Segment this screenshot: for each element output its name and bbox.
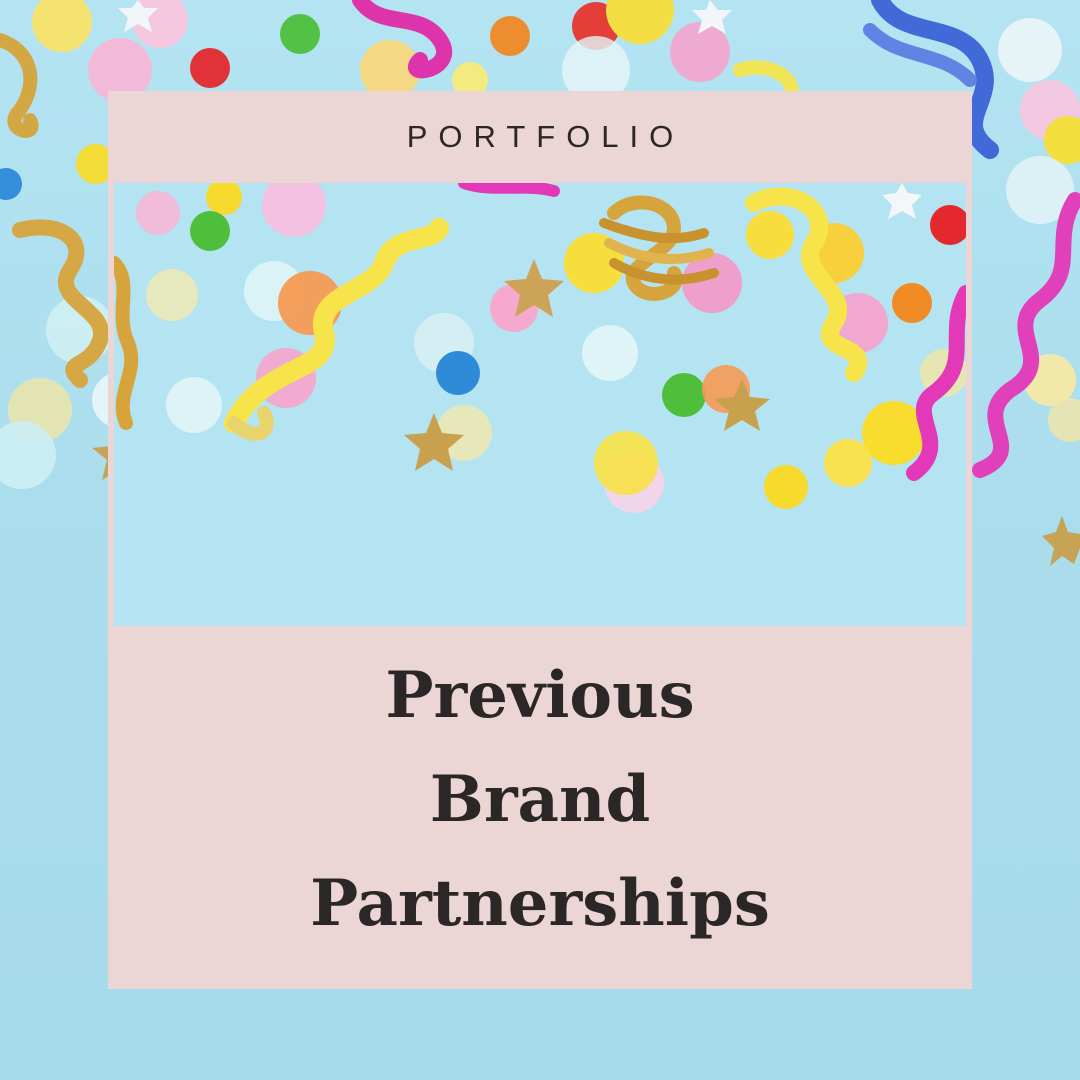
- party-confetti-photo: [114, 183, 966, 626]
- candy-ball: [764, 465, 808, 509]
- confetti-dot: [452, 62, 488, 98]
- white-star: [692, 0, 732, 34]
- curly-streamer: [352, 0, 453, 79]
- portfolio-label: PORTFOLIO: [406, 119, 685, 154]
- headline-line-1: Previous: [385, 658, 695, 733]
- headline-line-3: Partnerships: [310, 866, 770, 941]
- white-star: [882, 183, 922, 219]
- confetti-dot: [1048, 398, 1080, 442]
- confetti-dot: [88, 38, 152, 102]
- gold-star: [504, 259, 564, 317]
- gold-star: [1042, 516, 1080, 566]
- curly-streamer: [972, 192, 1080, 478]
- candy-ball: [190, 48, 230, 88]
- candy-ball: [930, 205, 966, 245]
- headline-block: Previous Brand Partnerships: [108, 621, 972, 989]
- card-header: PORTFOLIO: [108, 91, 972, 183]
- candy-ball: [76, 144, 116, 184]
- gold-star: [714, 379, 770, 431]
- confetti-dot: [670, 22, 730, 82]
- confetti-dot: [998, 18, 1062, 82]
- candy-ball: [280, 14, 320, 54]
- candy-ball: [490, 16, 530, 56]
- confetti-dot: [0, 421, 56, 489]
- curly-streamer: [224, 218, 449, 433]
- candy-ball: [206, 183, 242, 215]
- confetti-photo-art: [114, 183, 966, 626]
- curly-streamer: [12, 219, 110, 388]
- portfolio-card: PORTFOLIO: [108, 91, 972, 989]
- candy-ball: [892, 283, 932, 323]
- curly-streamer: [0, 33, 39, 138]
- candy-ball: [190, 211, 230, 251]
- confetti-dot: [360, 40, 420, 100]
- gold-star: [404, 413, 464, 471]
- confetti-dot: [32, 0, 92, 52]
- confetti-dot: [1006, 156, 1074, 224]
- headline-title: Previous Brand Partnerships: [310, 644, 770, 966]
- headline-line-2: Brand: [429, 762, 651, 837]
- candy-ball: [436, 351, 480, 395]
- confetti-dot: [606, 0, 674, 44]
- curly-streamer: [906, 285, 966, 481]
- candy-ball: [0, 168, 22, 200]
- curly-streamer: [745, 187, 868, 382]
- confetti-dot: [562, 36, 630, 104]
- candy-ball: [662, 373, 706, 417]
- white-star: [118, 0, 158, 32]
- curly-streamer: [871, 0, 999, 159]
- confetti-dot: [1044, 116, 1080, 164]
